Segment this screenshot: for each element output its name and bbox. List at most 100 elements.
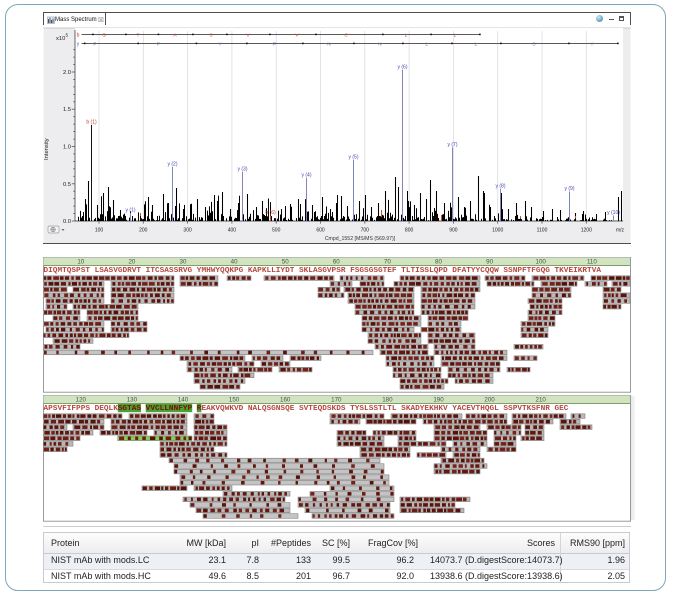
svg-text:300: 300 bbox=[183, 228, 192, 234]
svg-text:30: 30 bbox=[180, 258, 187, 265]
svg-text:160: 160 bbox=[280, 397, 291, 404]
svg-text:SVTEQDSKDS: SVTEQDSKDS bbox=[299, 405, 346, 413]
svg-text:Intensity: Intensity bbox=[44, 138, 50, 160]
svg-text:y (7): y (7) bbox=[448, 142, 458, 148]
svg-text:L: L bbox=[425, 41, 428, 47]
svg-text:70: 70 bbox=[384, 258, 391, 265]
svg-text:y (6): y (6) bbox=[398, 65, 408, 71]
svg-text:V: V bbox=[246, 32, 250, 38]
svg-text:20: 20 bbox=[128, 258, 135, 265]
svg-text:L: L bbox=[405, 32, 408, 38]
svg-text:V: V bbox=[295, 32, 299, 38]
svg-text:b (1): b (1) bbox=[86, 120, 97, 126]
svg-text:0.0: 0.0 bbox=[63, 219, 71, 225]
svg-text:REAKVQWKVD: REAKVQWKVD bbox=[197, 405, 244, 413]
svg-text:Cmpd_1552 [MS/MS (569.97)]: Cmpd_1552 [MS/MS (569.97)] bbox=[325, 236, 396, 242]
svg-text:DEQLKSGTAS: DEQLKSGTAS bbox=[95, 405, 142, 413]
svg-text:150: 150 bbox=[229, 397, 240, 404]
svg-text:C*: C* bbox=[344, 32, 349, 38]
svg-text:b: b bbox=[77, 33, 80, 39]
svg-text:1200: 1200 bbox=[581, 228, 592, 234]
svg-text:Y: Y bbox=[218, 41, 222, 47]
svg-text:y (9): y (9) bbox=[565, 186, 575, 192]
svg-text:ITCSASSRVG: ITCSASSRVG bbox=[146, 267, 193, 275]
svg-text:1100: 1100 bbox=[537, 228, 548, 234]
svg-text:y (10): y (10) bbox=[607, 210, 620, 216]
svg-text:50: 50 bbox=[282, 258, 289, 265]
svg-text:100: 100 bbox=[536, 258, 547, 265]
svg-text:TYSLSSTLTL: TYSLSSTLTL bbox=[350, 405, 397, 413]
svg-text:120: 120 bbox=[76, 397, 87, 404]
svg-text:VVCLLNNFYP: VVCLLNNFYP bbox=[146, 405, 193, 413]
svg-text:80: 80 bbox=[435, 258, 442, 265]
svg-text:LSASVGDRVT: LSASVGDRVT bbox=[95, 267, 142, 275]
svg-text:VVCLLNNFYP: VVCLLNNFYP bbox=[146, 405, 193, 413]
svg-text:N: N bbox=[327, 41, 331, 47]
svg-text:G: G bbox=[102, 32, 106, 38]
svg-text:1000: 1000 bbox=[492, 228, 503, 234]
svg-text:170: 170 bbox=[331, 397, 342, 404]
svg-text:1.0: 1.0 bbox=[63, 145, 71, 151]
svg-text:APSVFIFPPS: APSVFIFPPS bbox=[44, 405, 91, 413]
svg-text:y (2): y (2) bbox=[168, 162, 178, 168]
svg-text:40: 40 bbox=[231, 258, 238, 265]
svg-text:500: 500 bbox=[272, 228, 281, 234]
svg-text:FSGSGSGTEF: FSGSGSGTEF bbox=[350, 267, 397, 275]
svg-text:TKVEIKRTVA: TKVEIKRTVA bbox=[555, 267, 602, 275]
svg-text:y (3): y (3) bbox=[238, 167, 248, 173]
svg-text:KAPKLLIYDT: KAPKLLIYDT bbox=[248, 267, 295, 275]
svg-text:x10: x10 bbox=[56, 36, 65, 42]
svg-text:NALQSGNSQE: NALQSGNSQE bbox=[248, 405, 295, 413]
svg-text:L: L bbox=[474, 41, 477, 47]
svg-text:180: 180 bbox=[382, 397, 393, 404]
svg-text:b (6): b (6) bbox=[265, 210, 276, 216]
svg-text:y (5): y (5) bbox=[349, 155, 359, 161]
svg-text:S: S bbox=[209, 32, 212, 38]
svg-text:130: 130 bbox=[127, 397, 138, 404]
svg-text:SKADYEKHKV: SKADYEKHKV bbox=[401, 405, 448, 413]
svg-text:400: 400 bbox=[228, 228, 237, 234]
svg-text:5: 5 bbox=[66, 33, 69, 38]
svg-text:110: 110 bbox=[587, 258, 597, 265]
svg-text:m/z: m/z bbox=[616, 228, 625, 234]
svg-text:2.0: 2.0 bbox=[63, 70, 71, 76]
svg-text:210: 210 bbox=[536, 397, 547, 404]
svg-text:1.5: 1.5 bbox=[63, 107, 71, 113]
svg-text:800: 800 bbox=[405, 228, 414, 234]
svg-text:L: L bbox=[454, 32, 457, 38]
svg-text:A: A bbox=[173, 32, 177, 38]
svg-text:140: 140 bbox=[178, 397, 189, 404]
svg-text:C*: C* bbox=[532, 41, 537, 47]
svg-text:90: 90 bbox=[486, 258, 493, 265]
svg-text:y (1): y (1) bbox=[126, 208, 136, 214]
svg-text:60: 60 bbox=[333, 258, 340, 265]
svg-text:200: 200 bbox=[139, 228, 148, 234]
svg-text:Y: Y bbox=[590, 41, 594, 47]
svg-text:SGTAS: SGTAS bbox=[118, 405, 141, 413]
svg-text:R: R bbox=[197, 405, 203, 413]
svg-text:200: 200 bbox=[484, 397, 495, 404]
svg-text:190: 190 bbox=[433, 397, 444, 404]
svg-text:100: 100 bbox=[95, 228, 104, 234]
svg-text:y (8): y (8) bbox=[496, 184, 506, 190]
svg-text:TLTISSLQPD: TLTISSLQPD bbox=[401, 267, 448, 275]
svg-text:SSPVTKSFNR: SSPVTKSFNR bbox=[503, 405, 550, 413]
svg-text:YACEVTHQGL: YACEVTHQGL bbox=[452, 405, 499, 413]
svg-text:10: 10 bbox=[77, 258, 84, 265]
svg-text:T: T bbox=[137, 32, 140, 38]
svg-text:700: 700 bbox=[361, 228, 370, 234]
svg-text:F: F bbox=[273, 41, 276, 47]
svg-text:N: N bbox=[378, 41, 382, 47]
svg-text:DFATYYCQQW: DFATYYCQQW bbox=[452, 267, 499, 275]
svg-text:600: 600 bbox=[316, 228, 325, 234]
svg-text:P: P bbox=[157, 41, 160, 47]
svg-text:GEC: GEC bbox=[555, 405, 569, 413]
svg-text:P: P bbox=[93, 41, 96, 47]
svg-text:900: 900 bbox=[449, 228, 458, 234]
svg-text:0.5: 0.5 bbox=[63, 182, 71, 188]
svg-text:YMHWYQQKPG: YMHWYQQKPG bbox=[197, 267, 244, 275]
svg-text:SKLASGVPSR: SKLASGVPSR bbox=[299, 267, 346, 275]
svg-text:DIQMTQSPST: DIQMTQSPST bbox=[44, 267, 91, 275]
svg-text:SSNPFTFGQG: SSNPFTFGQG bbox=[503, 267, 550, 275]
svg-text:y (4): y (4) bbox=[302, 173, 312, 179]
